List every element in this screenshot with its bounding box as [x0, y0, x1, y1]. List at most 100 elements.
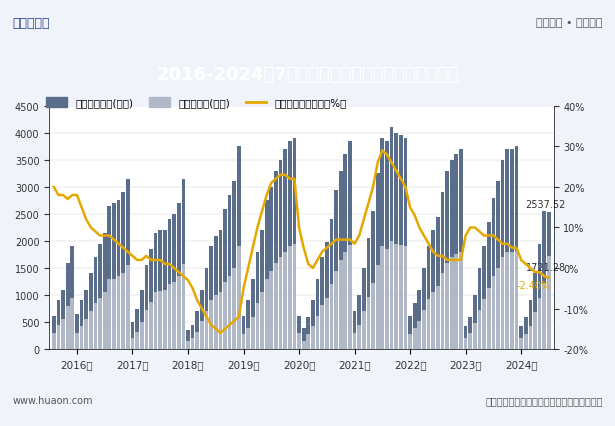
Bar [103, 233, 106, 349]
Bar [177, 204, 181, 349]
Bar [251, 279, 255, 349]
Bar [302, 341, 306, 349]
Bar [487, 222, 491, 349]
Bar [98, 298, 102, 349]
Bar [93, 258, 97, 349]
Bar [367, 297, 370, 349]
Bar [353, 333, 357, 349]
Bar [52, 316, 56, 349]
Bar [431, 293, 435, 349]
Bar [510, 150, 514, 349]
Bar [445, 263, 449, 349]
Bar [343, 252, 347, 349]
Bar [209, 247, 213, 349]
Bar [75, 314, 79, 349]
Bar [450, 258, 454, 349]
Bar [524, 334, 528, 349]
Bar [228, 196, 231, 349]
Bar [209, 301, 213, 349]
Bar [418, 321, 421, 349]
Bar [284, 252, 287, 349]
Bar [140, 290, 143, 349]
Bar [436, 286, 440, 349]
Bar [459, 252, 463, 349]
Bar [547, 213, 550, 349]
Bar [357, 295, 361, 349]
Bar [519, 326, 523, 349]
Bar [297, 333, 301, 349]
Bar [242, 334, 245, 349]
Bar [126, 179, 130, 349]
Bar [320, 305, 324, 349]
Bar [223, 209, 227, 349]
Bar [265, 279, 269, 349]
Bar [163, 230, 167, 349]
Bar [279, 161, 282, 349]
Bar [390, 128, 394, 349]
Bar [293, 139, 296, 349]
Bar [330, 285, 333, 349]
Bar [172, 214, 176, 349]
Bar [205, 268, 208, 349]
Text: 数据来源：国家统计局；华经产业研究院整理: 数据来源：国家统计局；华经产业研究院整理 [485, 395, 603, 406]
Text: 专业严谨 • 客观科学: 专业严谨 • 客观科学 [536, 18, 603, 28]
Bar [191, 339, 194, 349]
Bar [547, 256, 550, 349]
Bar [371, 283, 375, 349]
Bar [89, 311, 93, 349]
Bar [121, 274, 125, 349]
Bar [348, 141, 352, 349]
Bar [515, 147, 518, 349]
Bar [413, 328, 416, 349]
Bar [371, 212, 375, 349]
Bar [200, 290, 204, 349]
Bar [515, 251, 518, 349]
Bar [408, 334, 412, 349]
Bar [181, 179, 185, 349]
Bar [538, 299, 541, 349]
Bar [315, 279, 319, 349]
Bar [232, 182, 236, 349]
Bar [399, 246, 403, 349]
Bar [473, 323, 477, 349]
Bar [325, 242, 328, 349]
Bar [84, 290, 88, 349]
Bar [80, 301, 84, 349]
Bar [334, 190, 338, 349]
Bar [362, 268, 366, 349]
Bar [473, 295, 477, 349]
Bar [469, 317, 472, 349]
Bar [491, 276, 495, 349]
Bar [288, 141, 292, 349]
Bar [501, 258, 504, 349]
Bar [159, 230, 162, 349]
Bar [112, 279, 116, 349]
Bar [524, 317, 528, 349]
Bar [284, 150, 287, 349]
Bar [501, 161, 504, 349]
Bar [302, 328, 306, 349]
Bar [108, 206, 111, 349]
Bar [196, 311, 199, 349]
Bar [181, 264, 185, 349]
Bar [145, 311, 148, 349]
Bar [80, 326, 84, 349]
Bar [66, 263, 69, 349]
Bar [533, 313, 537, 349]
Bar [84, 320, 88, 349]
Bar [140, 322, 143, 349]
Bar [108, 279, 111, 349]
Bar [362, 311, 366, 349]
Bar [339, 171, 343, 349]
Bar [172, 282, 176, 349]
Bar [163, 290, 167, 349]
Bar [482, 299, 486, 349]
Bar [256, 303, 260, 349]
Bar [506, 150, 509, 349]
Bar [311, 327, 315, 349]
Bar [71, 298, 74, 349]
Bar [399, 136, 403, 349]
Bar [413, 303, 416, 349]
Bar [427, 247, 430, 349]
Bar [445, 171, 449, 349]
